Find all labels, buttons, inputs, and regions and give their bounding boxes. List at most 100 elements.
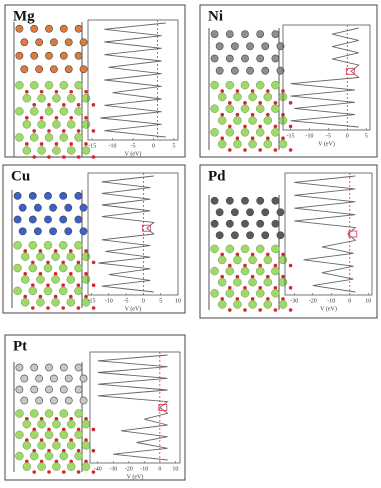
panel-title: Pd: [208, 168, 226, 184]
oxygen-atom: [84, 459, 88, 464]
metal-atom: [225, 30, 234, 38]
metal-atom: [35, 65, 44, 74]
substrate-atom: [52, 441, 61, 450]
metal-atom: [74, 24, 83, 33]
oxygen-atom: [220, 252, 224, 257]
oxygen-atom: [228, 101, 232, 105]
substrate-atom: [29, 133, 39, 142]
oxygen-atom: [54, 459, 59, 464]
metal-atom: [30, 51, 39, 60]
metal-atom: [59, 363, 68, 372]
substrate-atom: [217, 139, 227, 149]
substrate-atom: [248, 300, 257, 309]
oxygen-atom: [91, 470, 96, 474]
metal-atom: [49, 227, 57, 236]
metal-atom: [261, 42, 270, 51]
oxygen-atom: [47, 129, 51, 133]
oxygen-atom: [61, 283, 65, 287]
x-tick-label: -5: [131, 143, 136, 149]
substrate-atom: [51, 275, 60, 284]
substrate-atom: [58, 286, 68, 296]
substrate-atom: [13, 263, 22, 273]
oxygen-atom: [38, 294, 43, 299]
substrate-atom: [22, 146, 32, 155]
oxygen-atom: [32, 103, 36, 107]
substrate-atom: [22, 441, 32, 450]
oxygen-atom: [39, 89, 44, 94]
substrate-atom: [74, 107, 83, 116]
panel-title: Pt: [13, 338, 27, 354]
metal-atom: [50, 374, 58, 383]
substrate-atom: [263, 139, 273, 149]
substrate-atom: [74, 241, 83, 250]
substrate-atom: [263, 300, 273, 309]
substrate-atom: [66, 462, 76, 471]
oxygen-atom: [258, 308, 263, 312]
substrate-atom: [66, 94, 76, 103]
substrate-atom: [255, 289, 265, 298]
substrate-atom: [217, 277, 227, 287]
metal-atom: [20, 374, 29, 383]
metal-atom: [64, 38, 73, 47]
metal-atom: [241, 196, 249, 205]
metal-atom: [15, 51, 24, 60]
substrate-atom: [29, 451, 39, 461]
oxygen-atom: [84, 249, 88, 253]
substrate-atom: [271, 244, 280, 254]
panel-border: [2, 164, 186, 314]
oxygen-atom: [25, 459, 29, 464]
oxygen-atom: [288, 148, 293, 152]
oxygen-atom: [76, 283, 81, 287]
x-tick-label: -30: [109, 466, 117, 472]
metal-atom: [35, 38, 44, 47]
panel-border: [199, 164, 378, 319]
oxygen-atom: [61, 306, 65, 310]
oxygen-atom: [84, 116, 88, 120]
oxygen-atom: [76, 103, 81, 107]
oxygen-atom: [91, 129, 96, 133]
oxygen-atom: [32, 427, 36, 432]
oxygen-atom: [31, 260, 35, 265]
metal-atom: [45, 24, 53, 33]
oxygen-atom: [39, 417, 44, 421]
metal-atom: [35, 374, 44, 383]
oxygen-atom: [235, 274, 240, 279]
substrate-atom: [15, 133, 24, 142]
substrate-atom: [44, 451, 54, 461]
substrate-atom: [225, 128, 235, 137]
substrate-atom: [37, 419, 46, 429]
metal-atom: [45, 385, 53, 394]
oxygen-atom: [228, 124, 232, 129]
metal-atom: [18, 203, 27, 212]
oxygen-atom: [228, 263, 232, 268]
oxygen-atom: [23, 271, 28, 276]
oxygen-atom: [91, 103, 96, 107]
substrate-atom: [225, 266, 235, 276]
metal-atom: [50, 65, 58, 74]
panel-title: Mg: [13, 8, 35, 24]
x-tick-label: 5: [365, 133, 368, 139]
metal-atom: [276, 208, 285, 217]
substrate-atom: [210, 80, 219, 90]
substrate-atom: [44, 80, 54, 90]
oxygen-atom: [250, 274, 255, 279]
x-tick-label: 0: [346, 133, 349, 139]
substrate-atom: [271, 266, 280, 276]
oxygen-atom: [258, 101, 263, 105]
oxygen-atom: [32, 448, 36, 453]
metal-atom: [74, 385, 83, 394]
substrate-atom: [255, 266, 265, 276]
substrate-atom: [271, 128, 280, 137]
oxygen-atom: [84, 438, 88, 442]
substrate-atom: [217, 92, 227, 102]
oxygen-atom: [250, 136, 255, 141]
substrate-atom: [217, 300, 227, 309]
metal-atom: [15, 363, 24, 372]
metal-atom: [271, 54, 280, 63]
substrate-atom: [210, 266, 219, 276]
substrate-atom: [233, 255, 242, 265]
oxygen-atom: [39, 142, 44, 146]
oxygen-atom: [31, 306, 35, 310]
metal-atom: [79, 374, 88, 383]
metal-atom: [28, 191, 37, 200]
